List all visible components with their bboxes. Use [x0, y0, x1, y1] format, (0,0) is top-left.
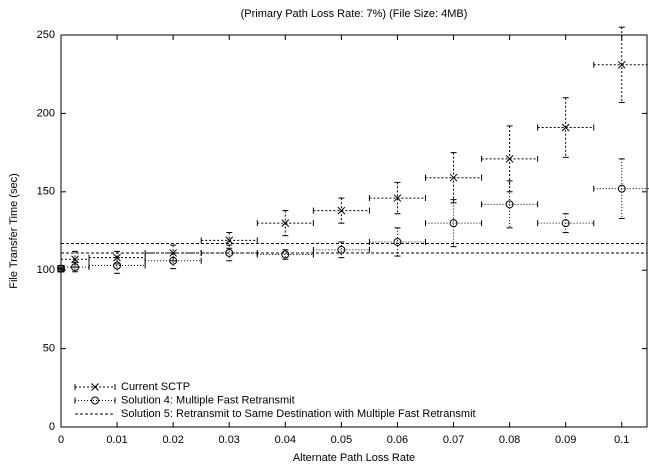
- y-tick-label: 100: [37, 264, 55, 276]
- legend-label: Solution 4: Multiple Fast Retransmit: [121, 394, 295, 406]
- point-marker: [91, 383, 99, 391]
- y-tick-label: 150: [37, 186, 55, 198]
- marker-stroke: [337, 206, 346, 215]
- legend-label: Current SCTP: [121, 381, 190, 393]
- point-marker: [617, 184, 626, 193]
- point-marker: [617, 60, 626, 69]
- point-marker: [91, 396, 99, 405]
- chart-title: (Primary Path Loss Rate: 7%) (File Size:…: [241, 8, 468, 20]
- marker-stroke: [561, 123, 570, 132]
- marker-stroke: [393, 194, 402, 202]
- y-tick-label: 50: [43, 343, 55, 355]
- point-marker: [505, 200, 514, 209]
- point-marker: [169, 256, 178, 265]
- marker-stroke: [91, 383, 99, 391]
- point-marker: [449, 173, 458, 182]
- x-tick-label: 0.08: [499, 434, 520, 446]
- x-tick-label: 0.03: [219, 434, 240, 446]
- y-tick-label: 0: [49, 421, 55, 433]
- x-tick-label: 0.04: [275, 434, 296, 446]
- point-marker: [561, 123, 570, 132]
- point-marker: [393, 237, 402, 246]
- point-marker: [71, 255, 79, 264]
- marker-stroke: [449, 173, 458, 182]
- legend-label: Solution 5: Retransmit to Same Destinati…: [121, 408, 476, 420]
- x-tick-label: 0.07: [443, 434, 464, 446]
- x-tick-label: 0.05: [331, 434, 352, 446]
- point-marker: [393, 194, 402, 202]
- point-marker: [71, 263, 80, 272]
- point-marker: [225, 236, 234, 245]
- plot-frame: [60, 34, 648, 428]
- x-tick-label: 0.02: [162, 434, 183, 446]
- x-tick-label: 0.09: [555, 434, 576, 446]
- x-tick-label: 0: [58, 434, 64, 446]
- x-tick-label: 0.1: [614, 434, 629, 446]
- marker-stroke: [281, 219, 290, 228]
- marker-stroke: [71, 255, 79, 264]
- marker-stroke: [225, 236, 234, 245]
- marker-stroke: [505, 155, 514, 163]
- x-tick-label: 0.06: [387, 434, 408, 446]
- point-marker: [449, 219, 458, 228]
- point-marker: [281, 219, 290, 228]
- point-marker: [505, 155, 514, 163]
- y-tick-label: 250: [37, 29, 55, 41]
- y-tick-label: 200: [37, 107, 55, 119]
- point-marker: [281, 250, 290, 259]
- x-tick-label: 0.01: [106, 434, 127, 446]
- marker-stroke: [617, 60, 626, 69]
- point-marker: [113, 261, 122, 270]
- y-axis-label: File Transfer Time (sec): [8, 173, 20, 289]
- point-marker: [337, 206, 346, 215]
- x-axis-label: Alternate Path Loss Rate: [293, 452, 415, 464]
- point-marker: [561, 219, 570, 228]
